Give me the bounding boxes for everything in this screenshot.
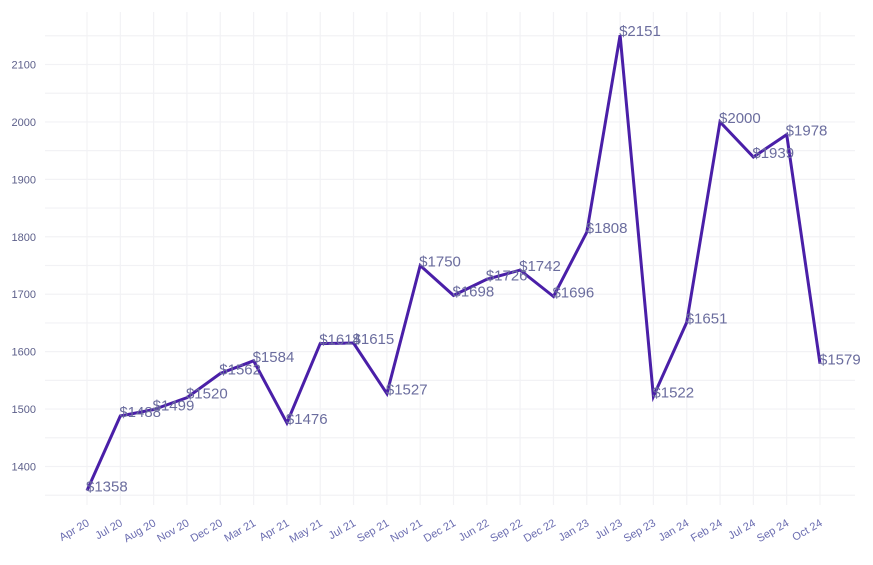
data-label: $1726 <box>486 267 528 284</box>
x-tick-label: Apr 20 <box>57 517 91 544</box>
data-label: $1615 <box>353 331 395 348</box>
data-label: $1939 <box>752 145 794 162</box>
x-tick-label: Jan 23 <box>557 517 592 544</box>
x-tick-label: Nov 20 <box>155 517 191 545</box>
y-tick-label: 1900 <box>12 174 36 186</box>
data-label: $1476 <box>286 411 328 428</box>
x-tick-label: Aug 20 <box>122 517 158 545</box>
x-tick-label: Jul 20 <box>93 517 124 542</box>
data-label: $1499 <box>153 398 195 415</box>
series-line <box>85 34 822 492</box>
y-tick-label: 1600 <box>12 347 36 359</box>
data-label: $2000 <box>719 110 761 127</box>
y-tick-label: 1400 <box>12 462 36 474</box>
data-label: $1488 <box>119 404 161 421</box>
y-tick-label: 1700 <box>12 289 36 301</box>
data-label: $1614 <box>319 332 361 349</box>
data-label: $1808 <box>586 220 628 237</box>
y-tick-label: 2100 <box>12 60 36 72</box>
x-tick-label: Jun 22 <box>457 517 492 544</box>
x-tick-label: Feb 24 <box>689 517 725 545</box>
x-tick-label: Sep 22 <box>488 517 524 545</box>
x-tick-label: Jul 21 <box>327 517 358 542</box>
data-labels: $1358 $1488$1499$1520 $1562$1584 $1476 $1614… <box>86 23 861 495</box>
y-tick-label: 2000 <box>12 117 36 129</box>
y-tick-label: 1500 <box>12 404 36 416</box>
x-tick-label: Sep 21 <box>355 517 391 545</box>
y-axis-tick-labels: 1400 1500 1600 1700 1800 1900 2000 2100 <box>12 60 36 474</box>
x-tick-label: Apr 21 <box>257 517 291 544</box>
data-label: $1527 <box>386 382 428 399</box>
data-label: $2151 <box>619 23 661 40</box>
x-tick-label: Dec 21 <box>422 517 458 545</box>
data-label: $1522 <box>652 384 694 401</box>
y-tick-label: 1800 <box>12 232 36 244</box>
data-label: $1696 <box>552 285 594 302</box>
x-tick-label: Sep 24 <box>755 517 791 545</box>
data-label: $1742 <box>519 258 561 275</box>
data-label: $1651 <box>686 310 728 327</box>
x-tick-label: Oct 24 <box>790 517 824 544</box>
data-label: $1520 <box>186 386 228 403</box>
x-tick-label: Dec 20 <box>189 517 225 545</box>
x-tick-label: Mar 21 <box>222 517 258 545</box>
x-tick-label: May 21 <box>287 517 324 545</box>
x-tick-label: Jul 24 <box>726 517 757 542</box>
x-tick-label: Sep 23 <box>622 517 658 545</box>
data-label: $1978 <box>786 123 828 140</box>
data-label: $1579 <box>819 352 861 369</box>
data-label: $1698 <box>453 283 495 300</box>
x-tick-label: Jan 24 <box>657 517 692 544</box>
data-label: $1584 <box>253 349 295 366</box>
data-label: $1358 <box>86 479 128 496</box>
data-label: $1562 <box>219 361 261 378</box>
x-tick-label: Dec 22 <box>522 517 558 545</box>
x-tick-label: Jul 23 <box>593 517 624 542</box>
data-label: $1750 <box>419 254 461 271</box>
x-tick-label: Nov 21 <box>388 517 424 545</box>
